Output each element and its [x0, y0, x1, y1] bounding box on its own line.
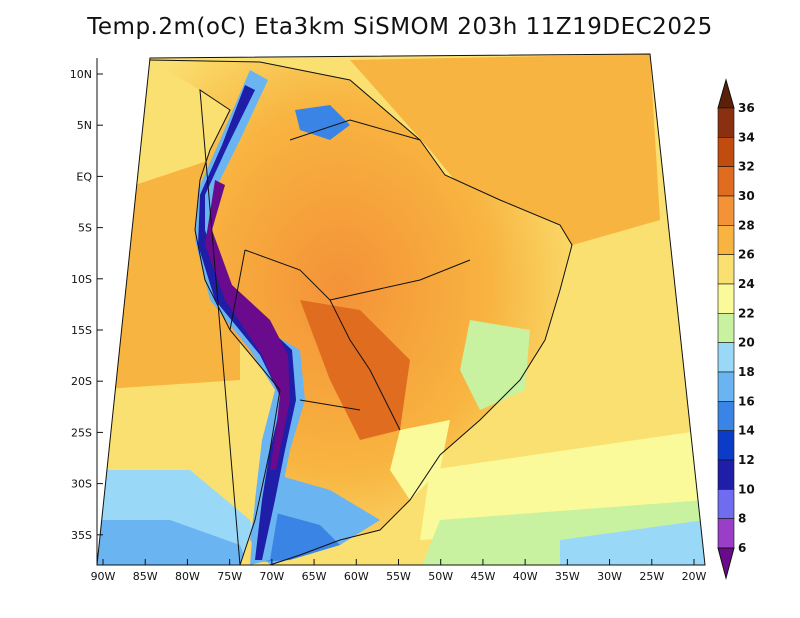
atlantic-mid-field	[520, 240, 705, 420]
colorbar-segment	[717, 137, 735, 167]
coastlines	[149, 59, 573, 566]
colorbar-label: 34	[738, 130, 755, 144]
colorbar-segment	[717, 518, 735, 549]
colorbar-label: 32	[738, 160, 755, 174]
longitude-label: 30W	[597, 570, 622, 583]
colorbar-segment	[717, 166, 735, 197]
brazil-border	[229, 119, 471, 431]
colorbar-segment	[717, 489, 735, 519]
central-hot-zone	[300, 300, 410, 440]
latitude-label: 10S	[71, 273, 92, 286]
atlantic-warm-field	[350, 54, 660, 260]
patagonia-cold-zone	[258, 510, 340, 562]
colorbar-label: 6	[738, 541, 746, 555]
longitude-label: 20W	[682, 570, 707, 583]
colorbar-segment	[717, 342, 735, 373]
colorbar-label: 22	[738, 306, 755, 320]
latitude-label: 30S	[71, 478, 92, 491]
colorbar-segment	[717, 225, 735, 255]
colorbar-label: 28	[738, 218, 755, 232]
guiana-highland-cool	[295, 105, 350, 140]
latitude-label: 15S	[71, 324, 92, 337]
colorbar-segment	[717, 195, 735, 226]
colorbar-segment	[717, 401, 735, 431]
colorbar-top-triangle	[717, 78, 735, 109]
longitude-label: 90W	[91, 570, 116, 583]
colorbar-segment	[717, 313, 735, 343]
colorbar-segment	[717, 283, 735, 314]
longitude-label: 85W	[133, 570, 158, 583]
southern-cool-zone	[390, 420, 450, 500]
latitude-label: 5N	[77, 119, 92, 132]
colorbar-label: 14	[738, 424, 755, 438]
longitude-label: 75W	[217, 570, 242, 583]
colorbar-segment	[717, 107, 735, 138]
colorbar-segment	[717, 430, 735, 461]
longitude-label: 70W	[259, 570, 284, 583]
andes-peak-ridge	[205, 180, 290, 470]
latitude-label: 35S	[71, 529, 92, 542]
latitude-label: 20S	[71, 375, 92, 388]
longitude-label: 65W	[302, 570, 327, 583]
colorbar: 6 8 10 12 14 16 18 20 22 24 26 28 30 32 34 36	[717, 78, 755, 580]
longitude-label: 40W	[513, 570, 538, 583]
longitude-labels: 90W 85W 80W 75W 70W 65W 60W 55W 50W 45W 40W 35W 30W 2…	[91, 559, 707, 583]
colorbar-label: 20	[738, 336, 755, 350]
longitude-label: 50W	[428, 570, 453, 583]
colorbar-label: 30	[738, 189, 755, 203]
colorbar-label: 8	[738, 512, 746, 526]
pacific-cold-field	[97, 520, 250, 565]
colorbar-label: 12	[738, 453, 755, 467]
colorbar-label: 10	[738, 482, 755, 496]
colorbar-label: 26	[738, 248, 755, 262]
latitude-label: EQ	[76, 170, 92, 183]
longitude-label: 45W	[470, 570, 495, 583]
map-title: Temp.2m(oC) Eta3km SiSMOM 203h 11Z19DEC2…	[87, 14, 713, 40]
longitude-label: 60W	[344, 570, 369, 583]
colorbar-segment	[717, 459, 735, 490]
colorbar-label: 36	[738, 101, 755, 115]
temperature-field	[97, 54, 705, 565]
colorbar-label: 18	[738, 365, 755, 379]
latitude-labels: 10N 5N EQ 5S 10S 15S 20S 25S 30S 35S	[70, 68, 103, 542]
south-america-coastline	[149, 59, 573, 566]
latitude-label: 25S	[71, 426, 92, 439]
colorbar-segment	[717, 254, 735, 285]
colorbar-label: 16	[738, 394, 755, 408]
longitude-label: 55W	[386, 570, 411, 583]
colorbar-segment	[717, 371, 735, 402]
longitude-label: 80W	[175, 570, 200, 583]
latitude-label: 10N	[70, 68, 92, 81]
atlantic-cold-field	[560, 520, 705, 565]
longitude-label: 25W	[639, 570, 664, 583]
latitude-label: 5S	[78, 222, 92, 235]
colorbar-bottom-triangle	[717, 547, 735, 580]
longitude-label: 35W	[555, 570, 580, 583]
colorbar-label: 24	[738, 277, 755, 291]
